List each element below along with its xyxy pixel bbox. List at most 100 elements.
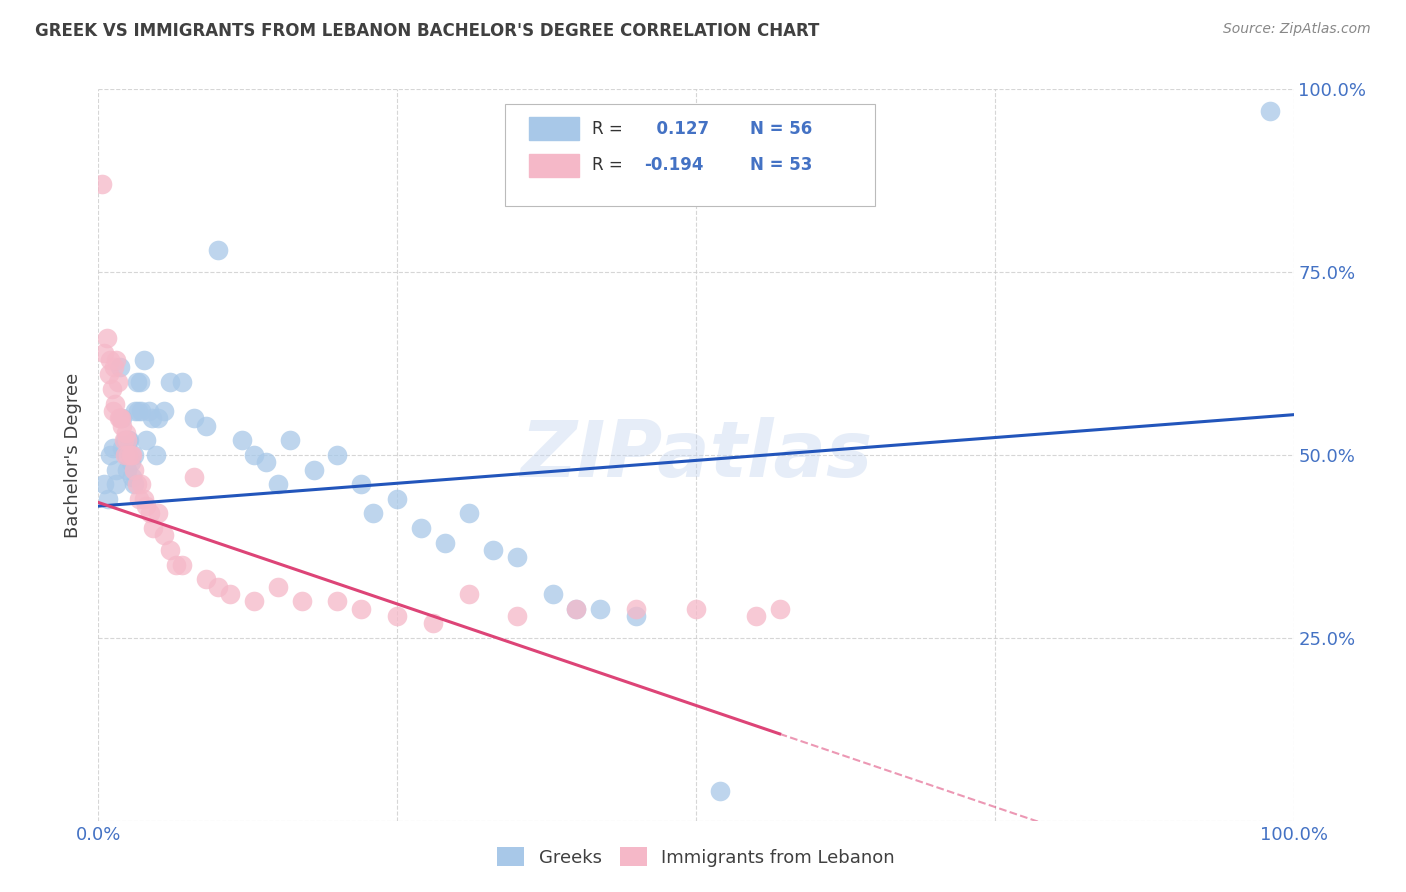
Point [135, 499, 157, 513]
Point [105, 352, 128, 367]
Text: N = 53: N = 53 [749, 156, 813, 174]
Point [243, 594, 266, 608]
Point [120, 448, 142, 462]
Point [183, 470, 205, 484]
Point [121, 448, 143, 462]
Point [117, 434, 139, 448]
Point [131, 477, 153, 491]
Point [685, 601, 707, 615]
Point [98, 448, 122, 462]
Point [565, 601, 588, 615]
Point [132, 491, 155, 506]
Point [302, 462, 325, 476]
Point [110, 411, 132, 425]
Point [108, 411, 131, 425]
Point [153, 404, 176, 418]
Point [128, 491, 150, 506]
Point [709, 784, 731, 798]
Point [194, 572, 218, 586]
Text: GREEK VS IMMIGRANTS FROM LEBANON BACHELOR'S DEGREE CORRELATION CHART: GREEK VS IMMIGRANTS FROM LEBANON BACHELO… [35, 22, 820, 40]
Point [422, 616, 444, 631]
Point [165, 558, 187, 572]
Point [93, 477, 115, 491]
Point [589, 601, 612, 615]
Point [115, 448, 138, 462]
Point [458, 507, 481, 521]
Point [105, 462, 128, 476]
Point [131, 404, 153, 418]
Point [385, 608, 409, 623]
Point [111, 411, 134, 425]
Point [115, 434, 138, 448]
Point [506, 550, 529, 565]
Point [159, 543, 181, 558]
Text: R =: R = [592, 120, 623, 137]
Point [142, 521, 165, 535]
Point [127, 404, 149, 418]
Point [172, 558, 194, 572]
Point [326, 448, 349, 462]
Point [91, 178, 114, 192]
Point [363, 507, 385, 521]
Point [411, 521, 433, 535]
Point [207, 243, 229, 257]
Point [129, 375, 152, 389]
Point [267, 477, 290, 491]
Point [104, 397, 127, 411]
Point [115, 425, 138, 440]
Point [433, 535, 456, 549]
Point [111, 418, 134, 433]
Point [141, 411, 163, 425]
Legend: Greeks, Immigrants from Lebanon: Greeks, Immigrants from Lebanon [489, 840, 903, 874]
Point [103, 360, 125, 375]
Point [626, 608, 648, 623]
Point [125, 375, 148, 389]
Point [145, 448, 167, 462]
Point [101, 441, 124, 455]
Point [148, 507, 170, 521]
Point [541, 587, 564, 601]
Point [481, 543, 505, 558]
Point [159, 375, 181, 389]
Point [138, 404, 160, 418]
Point [107, 375, 129, 389]
Point [132, 352, 155, 367]
Point [385, 491, 409, 506]
Text: N = 56: N = 56 [749, 120, 813, 137]
Point [105, 477, 128, 491]
Y-axis label: Bachelor's Degree: Bachelor's Degree [65, 372, 83, 538]
Point [107, 411, 129, 425]
Point [114, 448, 136, 462]
Point [172, 375, 194, 389]
Point [98, 352, 122, 367]
Point [1258, 104, 1281, 119]
Point [745, 608, 768, 623]
Point [148, 411, 170, 425]
Point [350, 477, 373, 491]
Point [114, 434, 136, 448]
Point [194, 418, 218, 433]
Point [121, 470, 143, 484]
Point [219, 587, 242, 601]
Point [124, 462, 146, 476]
Point [183, 411, 205, 425]
Point [97, 491, 120, 506]
Text: -0.194: -0.194 [644, 156, 704, 174]
Point [153, 528, 176, 542]
Point [207, 580, 229, 594]
Text: R =: R = [592, 156, 623, 174]
Point [231, 434, 253, 448]
Point [326, 594, 349, 608]
Point [118, 434, 141, 448]
Point [243, 448, 266, 462]
Point [139, 507, 162, 521]
Bar [529, 117, 579, 140]
Point [112, 434, 135, 448]
Point [506, 608, 529, 623]
Point [565, 601, 588, 615]
Point [93, 345, 115, 359]
Point [115, 462, 138, 476]
Text: 0.127: 0.127 [644, 120, 709, 137]
Point [267, 580, 290, 594]
Point [96, 331, 118, 345]
